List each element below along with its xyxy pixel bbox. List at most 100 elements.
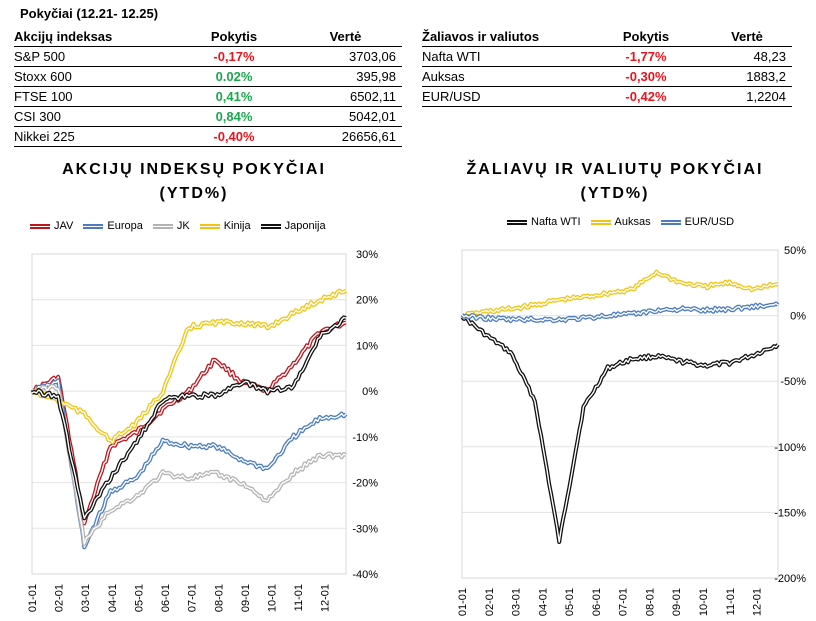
commodities-row-name: EUR/USD xyxy=(422,86,590,107)
right-chart-legend-item: Auksas xyxy=(590,216,651,228)
right-chart-y-tick-label: -150% xyxy=(774,507,806,519)
indices-row: FTSE 100 0,41% 6502,11 xyxy=(14,86,402,107)
indices-row-value: 395,98 xyxy=(289,66,402,87)
right-chart-legend-item: Nafta WTI xyxy=(507,216,581,228)
right-chart-x-tick-label: 09-01 xyxy=(671,588,683,616)
indices-row: Stoxx 600 0.02% 395,98 xyxy=(14,66,402,87)
left-chart: 30% 20% 10% 0% -10% -20% -30% -40% 01-01 02-01 03-… xyxy=(27,249,378,612)
left-chart-x-tick-label: 04-01 xyxy=(107,584,119,612)
left-chart-legend-item: JK xyxy=(152,220,190,232)
right-chart-y-tick-label: -50% xyxy=(780,376,806,388)
right-chart-x-tick-label: 07-01 xyxy=(618,588,630,616)
right-chart-series-line-inner xyxy=(461,271,779,318)
left-chart-y-tick-label: 20% xyxy=(356,295,378,307)
commodities-header-row: Žaliavos ir valiutos Pokytis Vertė xyxy=(422,26,792,47)
right-chart-y-tick-label: -200% xyxy=(774,573,806,585)
commodities-row-value: 1,2204 xyxy=(702,86,792,107)
commodities-row: Nafta WTI -1,77% 48,23 xyxy=(422,46,792,67)
left-chart-y-tick-label: 10% xyxy=(356,340,378,352)
right-chart-x-tick-label: 06-01 xyxy=(591,588,603,616)
left-chart-legend-label: JK xyxy=(176,220,190,232)
right-chart-legend-label: EUR/USD xyxy=(684,216,735,228)
commodities-table: Žaliavos ir valiutos Pokytis Vertė Nafta… xyxy=(422,26,792,107)
indices-header-row: Akcijų indeksas Pokytis Vertė xyxy=(14,26,402,47)
commodities-row-value: 48,23 xyxy=(702,46,792,67)
commodities-row-name: Nafta WTI xyxy=(422,46,590,67)
left-chart-x-tick-label: 03-01 xyxy=(80,584,92,612)
left-chart-y-tick-label: 30% xyxy=(356,249,378,261)
left-chart-x-tick-label: 12-01 xyxy=(320,584,332,612)
left-chart-x-tick-label: 06-01 xyxy=(160,584,172,612)
left-chart-legend: JAV Europa JK Kinija Japonija xyxy=(30,220,336,232)
left-chart-legend-swatch xyxy=(30,223,50,229)
right-chart-legend-item: EUR/USD xyxy=(660,216,735,228)
left-chart-x-tick-label: 11-01 xyxy=(293,584,305,611)
right-chart-x-tick-label: 03-01 xyxy=(511,588,523,616)
right-chart-x-tick-label: 12-01 xyxy=(752,588,764,616)
indices-table: Akcijų indeksas Pokytis Vertė S&P 500 -0,… xyxy=(14,26,402,147)
left-chart-series-line xyxy=(31,288,348,445)
commodities-row: EUR/USD -0,42% 1,2204 xyxy=(422,86,792,107)
right-chart-y-tick-label: -100% xyxy=(774,442,806,454)
indices-header-change: Pokytis xyxy=(179,26,289,47)
right-chart-plot-area xyxy=(461,249,779,579)
commodities-row-name: Auksas xyxy=(422,66,590,87)
right-chart-x-tick-label: 11-01 xyxy=(725,588,737,615)
left-chart-y-tick-label: -20% xyxy=(352,478,378,490)
right-chart-series-line-inner xyxy=(461,316,779,543)
right-chart-x-tick-label: 08-01 xyxy=(644,588,656,616)
left-chart-plot-area xyxy=(31,253,347,575)
left-chart-y-tick-label: 0% xyxy=(362,386,378,398)
right-chart-x-tick-label: 10-01 xyxy=(698,588,710,616)
indices-header-value: Vertė xyxy=(289,26,402,47)
left-chart-y-tick-label: -30% xyxy=(352,523,378,535)
indices-row-value: 6502,11 xyxy=(289,86,402,107)
left-chart-x-tick-label: 07-01 xyxy=(187,584,199,612)
indices-row-name: CSI 300 xyxy=(14,106,179,127)
right-chart-legend: Nafta WTI Auksas EUR/USD xyxy=(507,216,744,228)
indices-row-name: Stoxx 600 xyxy=(14,66,179,87)
left-chart-legend-label: Japonija xyxy=(284,220,326,232)
right-chart-legend-label: Nafta WTI xyxy=(531,216,581,228)
left-chart-legend-item: Japonija xyxy=(260,220,326,232)
indices-row-value: 26656,61 xyxy=(289,126,402,147)
commodities-header-change: Pokytis xyxy=(590,26,702,47)
right-chart-x-tick-label: 01-01 xyxy=(457,588,469,616)
left-chart-x-tick-label: 09-01 xyxy=(240,584,252,612)
commodities-row-value: 1883,2 xyxy=(702,66,792,87)
indices-row-name: Nikkei 225 xyxy=(14,126,179,147)
left-chart-x-tick-label: 05-01 xyxy=(133,584,145,612)
left-chart-legend-label: Europa xyxy=(107,220,143,232)
right-chart-y-tick-label: 50% xyxy=(784,245,806,257)
indices-row-change: 0,41% xyxy=(179,86,289,107)
indices-row: Nikkei 225 -0,40% 26656,61 xyxy=(14,126,402,147)
indices-row-change: -0,40% xyxy=(179,126,289,147)
left-chart-series-line-inner xyxy=(31,290,347,443)
right-chart-x-tick-label: 02-01 xyxy=(484,588,496,616)
commodities-header-value: Vertė xyxy=(702,26,792,47)
commodities-row-change: -0,30% xyxy=(590,66,702,87)
indices-row-name: S&P 500 xyxy=(14,46,179,67)
indices-header-name: Akcijų indeksas xyxy=(14,26,179,47)
left-chart-legend-label: JAV xyxy=(54,220,74,232)
left-chart-series-line-inner xyxy=(31,321,347,524)
right-chart-legend-swatch xyxy=(590,219,611,225)
right-chart-legend-swatch xyxy=(660,219,681,225)
commodities-row-change: -1,77% xyxy=(590,46,702,67)
right-chart-x-tick-label: 04-01 xyxy=(537,588,549,616)
right-chart-series-line xyxy=(460,315,780,544)
left-chart-y-tick-label: -40% xyxy=(352,569,378,581)
left-chart-series-line-inner xyxy=(31,316,347,519)
left-chart-x-tick-label: 01-01 xyxy=(27,584,39,612)
left-chart-y-tick-label: -10% xyxy=(352,432,378,444)
commodities-header-name: Žaliavos ir valiutos xyxy=(422,26,590,47)
left-chart-legend-item: Europa xyxy=(83,220,143,232)
indices-row-value: 5042,01 xyxy=(289,106,402,127)
right-chart-legend-label: Auksas xyxy=(614,216,651,228)
right-chart: 50% 0% -50% -100% -150% -200% 01-01 02-01 03-01 0… xyxy=(457,245,806,616)
left-chart-series-line-inner xyxy=(31,379,347,548)
period-title: Pokyčiai (12.21- 12.25) xyxy=(20,6,159,21)
indices-row: S&P 500 -0,17% 3703,06 xyxy=(14,46,402,67)
left-chart-title: AKCIJŲ INDEKSŲ POKYČIAI xyxy=(62,161,326,178)
right-chart-subtitle: (YTD%) xyxy=(580,185,650,202)
